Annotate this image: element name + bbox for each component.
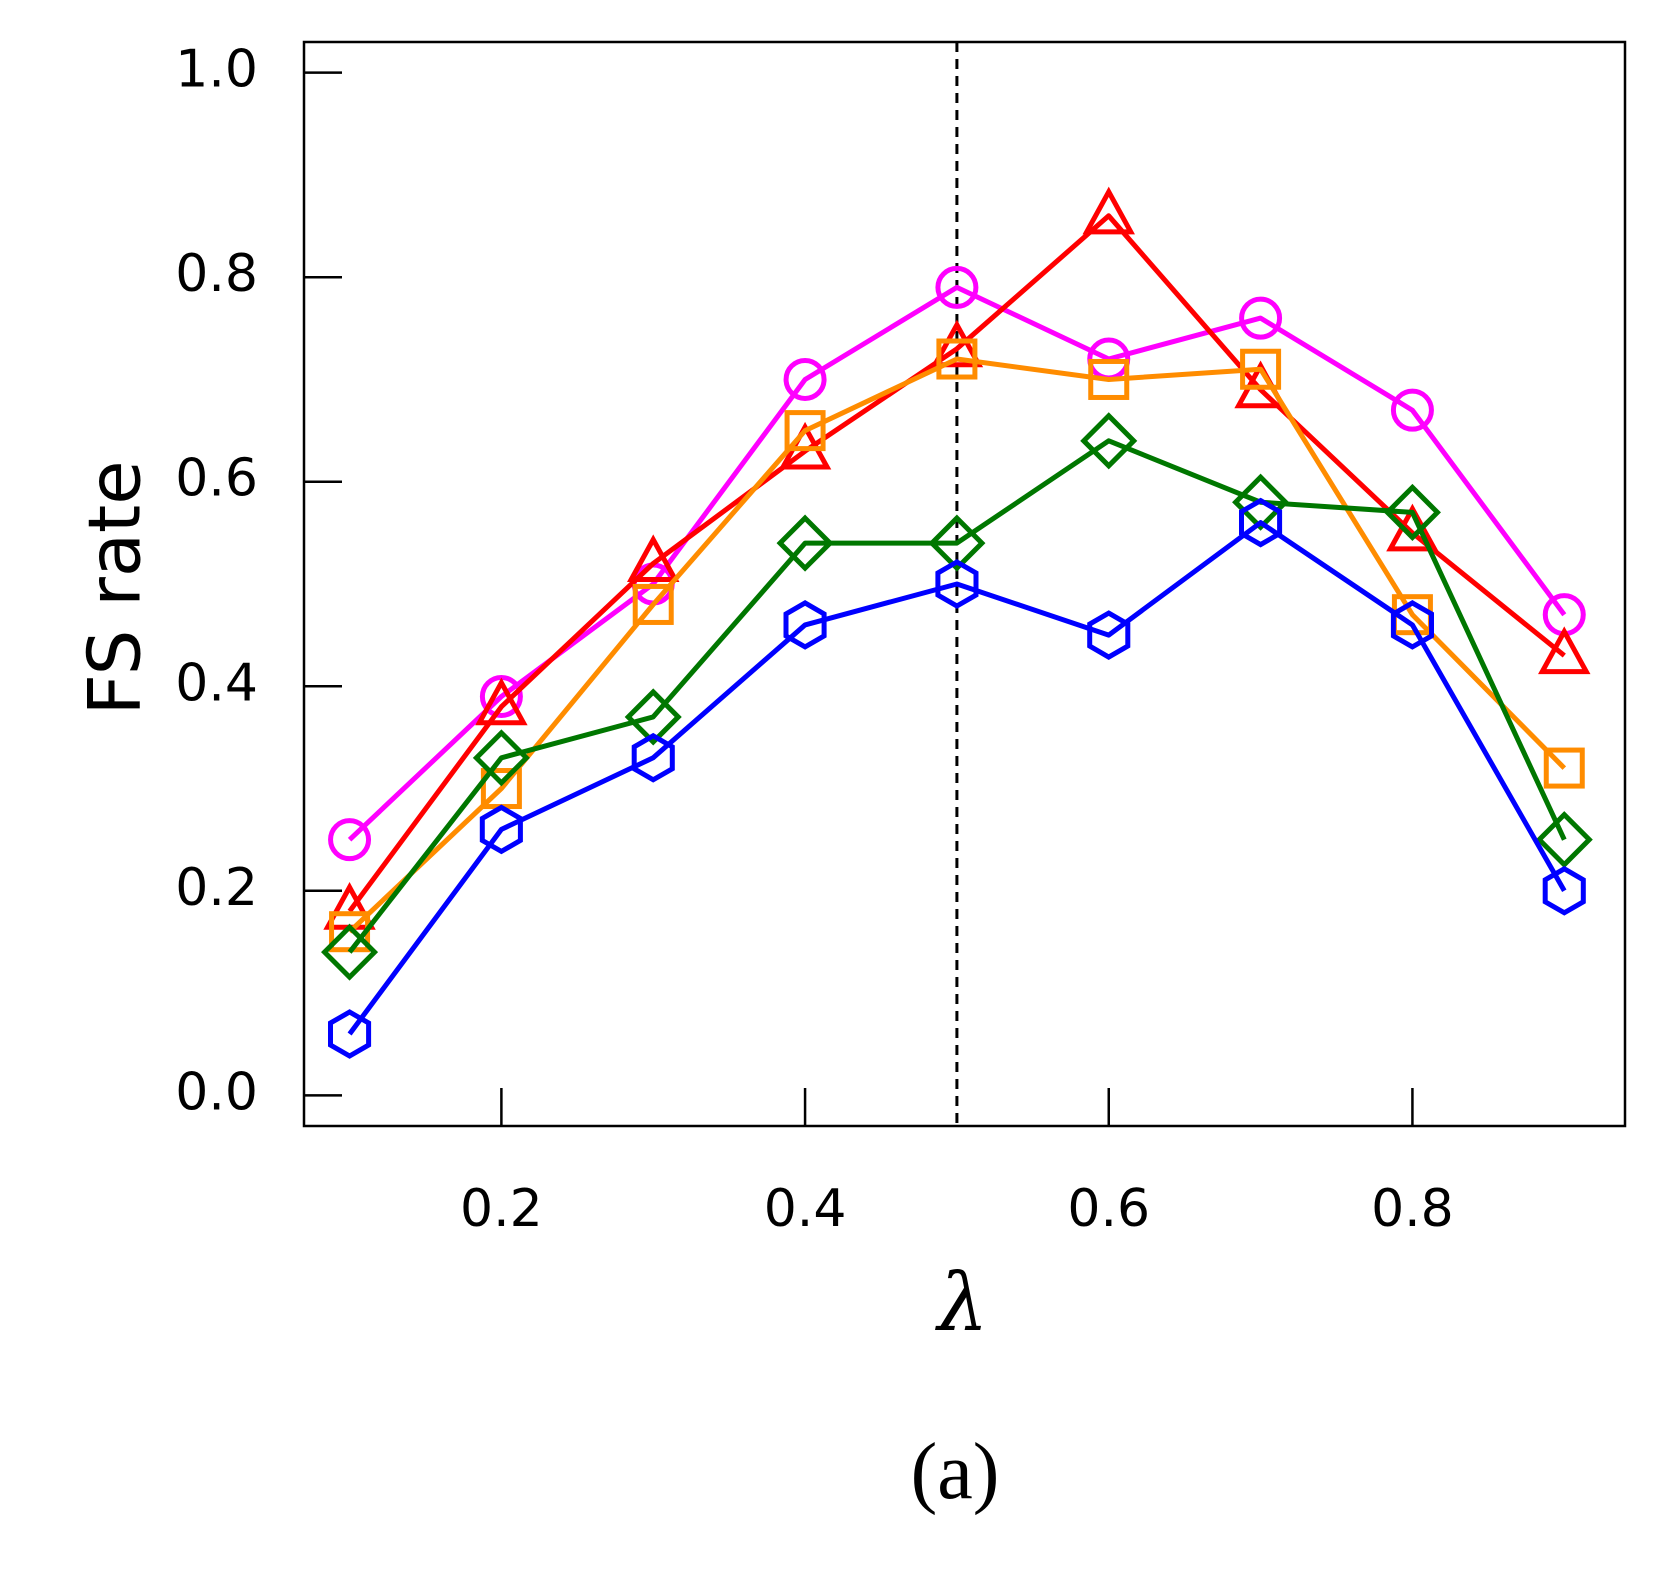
data-point-triangle — [475, 677, 528, 726]
data-point-hexagon — [631, 732, 675, 783]
y-tick-label: 0.0 — [175, 1062, 258, 1122]
series-line-green-diamond — [347, 438, 1567, 954]
data-point-diamond — [1232, 473, 1290, 531]
x-tick-label: 0.6 — [1067, 1179, 1150, 1239]
series-layer — [321, 186, 1593, 1059]
series-green-diamond — [321, 412, 1593, 981]
y-tick-label: 0.4 — [175, 653, 258, 713]
data-point-diamond — [776, 514, 834, 572]
y-tick-label: 0.8 — [175, 244, 258, 304]
data-point-diamond — [928, 514, 986, 572]
data-point-circle — [479, 674, 523, 718]
data-point-triangle — [1538, 626, 1591, 675]
data-point-hexagon — [1239, 497, 1283, 548]
figure-caption: (a) — [911, 1428, 1000, 1516]
x-axis-title: λ — [935, 1256, 989, 1349]
x-tick-label: 0.8 — [1371, 1179, 1454, 1239]
data-point-circle — [1239, 296, 1283, 340]
y-tick-label: 0.6 — [175, 449, 258, 509]
data-point-circle — [1390, 388, 1434, 432]
series-line-red-triangle — [347, 213, 1566, 913]
data-point-hexagon — [1390, 600, 1434, 650]
data-point-hexagon — [479, 804, 523, 855]
data-point-diamond — [624, 688, 682, 746]
series-line-blue-hexagon — [347, 520, 1567, 1036]
data-point-diamond — [1383, 483, 1441, 541]
plot-frame — [302, 40, 1627, 1128]
data-point-diamond — [321, 923, 379, 981]
data-point-triangle — [627, 534, 680, 583]
y-tick-label: 1.0 — [175, 40, 258, 100]
y-axis-title: FS rate — [73, 461, 157, 716]
data-point-hexagon — [328, 1009, 372, 1059]
data-point-circle — [783, 357, 827, 401]
data-point-square — [784, 410, 826, 452]
data-point-hexagon — [783, 600, 827, 650]
data-point-triangle — [1082, 186, 1135, 235]
data-point-hexagon — [935, 559, 979, 609]
data-point-square — [1088, 358, 1130, 400]
data-point-square — [1543, 747, 1585, 789]
series-orange-square — [329, 338, 1585, 953]
series-blue-hexagon — [328, 497, 1586, 1059]
x-tick-label: 0.2 — [460, 1179, 543, 1239]
data-point-circle — [328, 818, 372, 862]
series-line-orange-square — [347, 356, 1567, 934]
data-point-diamond — [1080, 412, 1138, 470]
x-tick-label: 0.4 — [764, 1179, 847, 1239]
data-point-square — [632, 583, 674, 625]
data-point-circle — [935, 265, 979, 309]
data-point-hexagon — [1087, 610, 1131, 660]
data-point-square — [1240, 348, 1282, 390]
data-point-hexagon — [1542, 865, 1586, 916]
tick-layer: 0.0 0.2 0.4 0.6 0.8 1.0 0.2 0.4 0.6 0.8 — [175, 40, 1453, 1239]
data-point-square — [936, 338, 978, 380]
data-point-triangle — [930, 319, 984, 368]
data-point-diamond — [472, 729, 530, 787]
y-tick-label: 0.2 — [175, 858, 258, 918]
data-point-diamond — [1535, 811, 1593, 869]
